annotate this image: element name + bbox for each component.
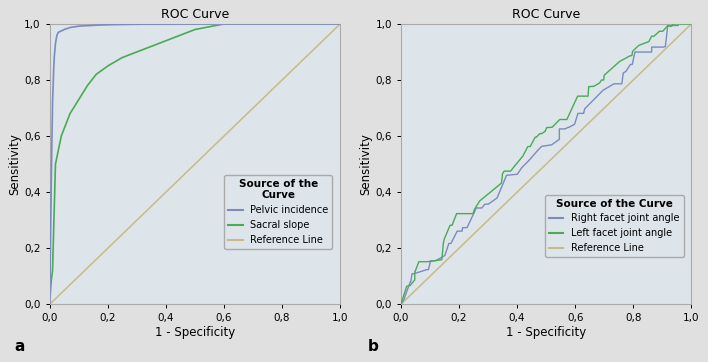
X-axis label: 1 - Specificity: 1 - Specificity bbox=[506, 326, 586, 339]
Text: a: a bbox=[14, 339, 25, 354]
Title: ROC Curve: ROC Curve bbox=[161, 8, 229, 21]
Text: b: b bbox=[368, 339, 379, 354]
Y-axis label: Sensitivity: Sensitivity bbox=[8, 133, 21, 195]
X-axis label: 1 - Specificity: 1 - Specificity bbox=[155, 326, 235, 339]
Legend: Pelvic incidence, Sacral slope, Reference Line: Pelvic incidence, Sacral slope, Referenc… bbox=[224, 175, 333, 249]
Title: ROC Curve: ROC Curve bbox=[512, 8, 581, 21]
Legend: Right facet joint angle, Left facet joint angle, Reference Line: Right facet joint angle, Left facet join… bbox=[545, 195, 684, 257]
Y-axis label: Sensitivity: Sensitivity bbox=[360, 133, 372, 195]
